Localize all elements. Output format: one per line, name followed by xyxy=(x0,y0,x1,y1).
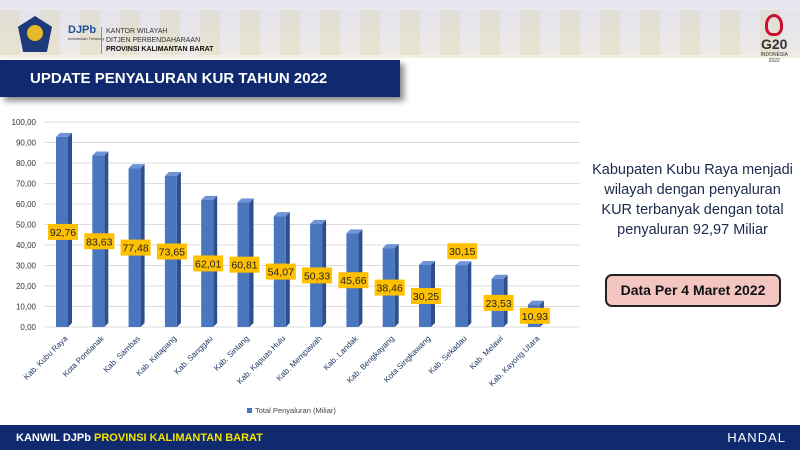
y-tick-label: 20,00 xyxy=(16,282,37,291)
page-title: UPDATE PENYALURAN KUR TAHUN 2022 xyxy=(0,60,400,97)
bar-top xyxy=(237,198,254,203)
data-label: 77,48 xyxy=(122,243,148,255)
data-label-bg xyxy=(120,239,151,256)
data-label: 92,76 xyxy=(50,227,76,239)
data-label: 54,07 xyxy=(268,267,294,279)
footer-bar: KANWIL DJPb PROVINSI KALIMANTAN BARAT HA… xyxy=(0,425,800,450)
data-label: 50,33 xyxy=(304,270,330,282)
djpb-tagline: Indonesian Treasury xyxy=(68,36,105,41)
data-label-bg xyxy=(229,256,260,273)
legend-swatch xyxy=(247,408,252,413)
bar-top xyxy=(201,195,218,200)
y-tick-label: 90,00 xyxy=(16,139,37,148)
y-tick-label: 10,00 xyxy=(16,303,37,312)
data-label-bg xyxy=(519,307,550,324)
data-label: 38,46 xyxy=(377,283,403,295)
data-label-bg xyxy=(193,255,224,272)
g20-text: G20 xyxy=(761,36,788,52)
data-label: 83,63 xyxy=(86,236,112,248)
x-category-label: Kab. Sanggau xyxy=(172,334,214,376)
data-label-bg xyxy=(411,287,441,304)
x-category-label: Kab. Sambas xyxy=(102,334,142,374)
data-label-bg xyxy=(483,294,514,311)
org-line-3: PROVINSI KALIMANTAN BARAT xyxy=(106,46,214,53)
bar-side xyxy=(467,261,472,327)
bar-top xyxy=(382,244,399,249)
bar-chart: 0,00 10,00 20,00 30,00 40,00 50,00 60,00 70,00 8… xyxy=(12,118,580,415)
g20-year: 2022 xyxy=(768,58,780,64)
data-label: 30,15 xyxy=(449,246,475,258)
data-label: 30,25 xyxy=(413,291,439,303)
handal-logo: HANDAL xyxy=(727,430,786,445)
bar-top xyxy=(56,132,72,137)
bar-top xyxy=(527,300,544,305)
data-label-bg xyxy=(374,279,405,296)
x-category-label: Kab. Sintang xyxy=(212,334,251,373)
y-tick-label: 100,00 xyxy=(12,118,37,127)
g20-logo: G20 INDONESIA 2022 xyxy=(760,14,788,64)
data-label: 10,93 xyxy=(522,311,548,323)
y-tick-label: 30,00 xyxy=(16,262,37,271)
data-label: 73,65 xyxy=(159,247,185,259)
y-tick-label: 70,00 xyxy=(16,180,37,189)
footer-left: KANWIL DJPb xyxy=(16,432,91,444)
bar-top xyxy=(92,151,109,156)
y-tick-label: 60,00 xyxy=(16,200,37,209)
bar-top xyxy=(346,229,363,234)
footer-right: PROVINSI KALIMANTAN BARAT xyxy=(94,432,263,444)
org-name: KANTOR WILAYAH DITJEN PERBENDAHARAAN PRO… xyxy=(101,27,213,54)
bar xyxy=(455,265,468,327)
bar-top xyxy=(164,172,181,177)
bar-top xyxy=(128,164,145,169)
data-label-bg xyxy=(84,233,115,250)
data-label-bg xyxy=(48,223,78,240)
bar-top xyxy=(419,260,435,265)
bar-top xyxy=(491,274,508,279)
y-tick-label: 50,00 xyxy=(16,221,37,230)
data-label: 45,66 xyxy=(340,275,366,287)
data-label-bg xyxy=(338,272,369,289)
data-label-bg xyxy=(447,243,478,260)
bar-top xyxy=(310,219,327,224)
x-category-label: Kab. Landak xyxy=(322,333,361,372)
x-category-label: Kab. Sekadau xyxy=(427,334,469,376)
y-tick-label: 0,00 xyxy=(20,323,36,332)
data-label: 62,01 xyxy=(195,258,221,270)
g20-flame-icon xyxy=(765,14,784,36)
data-label-bg xyxy=(265,263,296,280)
org-line-2: DITJEN PERBENDAHARAAN xyxy=(106,37,201,44)
bar-top xyxy=(455,261,472,266)
org-line-1: KANTOR WILAYAH xyxy=(106,28,168,35)
y-tick-label: 40,00 xyxy=(16,241,37,250)
data-label: 60,81 xyxy=(231,260,257,272)
date-badge: Data Per 4 Maret 2022 xyxy=(605,274,781,307)
x-category-label: Kab. Melawi xyxy=(468,334,505,371)
data-label: 23,53 xyxy=(485,298,511,310)
djpb-logo: DJPb Indonesian Treasury xyxy=(68,24,104,41)
data-label-bg xyxy=(302,267,333,284)
header-banner xyxy=(0,0,800,58)
g20-sub: INDONESIA xyxy=(760,52,788,58)
summary-text: Kabupaten Kubu Raya menjadi wilayah deng… xyxy=(592,162,793,238)
y-tick-label: 80,00 xyxy=(16,159,37,168)
data-label-bg xyxy=(156,243,187,260)
djpb-logo-text: DJPb xyxy=(68,24,97,36)
bar-top xyxy=(273,212,290,217)
legend-label: Total Penyaluran (Miliar) xyxy=(255,406,336,415)
